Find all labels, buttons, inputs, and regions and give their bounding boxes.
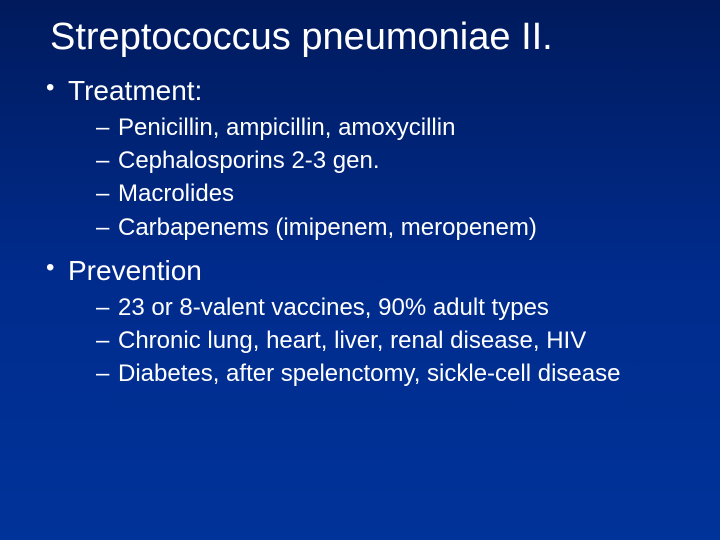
list-item: Carbapenems (imipenem, meropenem) — [96, 212, 680, 243]
bullet-list-level2: Penicillin, ampicillin, amoxycillin Ceph… — [68, 112, 680, 243]
list-item: Diabetes, after spelenctomy, sickle-cell… — [96, 358, 680, 389]
list-item: Macrolides — [96, 178, 680, 209]
bullet-list-level1: Treatment: Penicillin, ampicillin, amoxy… — [40, 73, 680, 389]
slide-content: Treatment: Penicillin, ampicillin, amoxy… — [0, 67, 720, 389]
section-treatment: Treatment: Penicillin, ampicillin, amoxy… — [40, 73, 680, 243]
slide: Streptococcus pneumoniae II. Treatment: … — [0, 0, 720, 540]
bullet-list-level2: 23 or 8-valent vaccines, 90% adult types… — [68, 292, 680, 390]
slide-title: Streptococcus pneumoniae II. — [0, 0, 720, 67]
list-item: 23 or 8-valent vaccines, 90% adult types — [96, 292, 680, 323]
section-heading: Treatment: — [68, 75, 202, 106]
section-heading: Prevention — [68, 255, 202, 286]
section-prevention: Prevention 23 or 8-valent vaccines, 90% … — [40, 253, 680, 390]
list-item: Chronic lung, heart, liver, renal diseas… — [96, 325, 680, 356]
list-item: Penicillin, ampicillin, amoxycillin — [96, 112, 680, 143]
list-item: Cephalosporins 2-3 gen. — [96, 145, 680, 176]
